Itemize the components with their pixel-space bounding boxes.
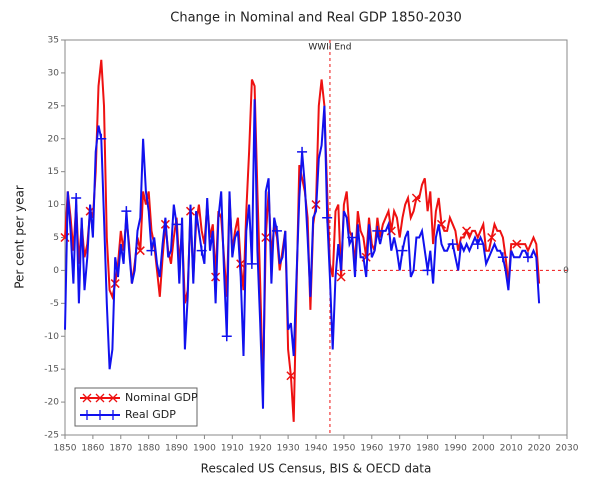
legend-marker [82, 393, 92, 403]
legend-marker [95, 410, 105, 420]
annotation-text: WWII End [308, 43, 351, 53]
marker [487, 232, 497, 243]
legend-marker [108, 393, 118, 403]
marker [135, 246, 145, 256]
series-line [64, 59, 541, 422]
marker [71, 193, 82, 203]
x-tick-label: 1910 [221, 444, 244, 454]
marker [411, 193, 421, 203]
x-tick-label: 1950 [332, 444, 355, 454]
x-tick-label: 1990 [444, 444, 467, 454]
marker [462, 226, 472, 236]
marker [522, 252, 533, 263]
x-axis-label: Rescaled US Census, BIS & OECD data [201, 462, 432, 476]
zero-label: 0 [563, 266, 569, 276]
marker [246, 258, 257, 269]
marker [472, 239, 483, 250]
y-tick-label: 5 [53, 233, 59, 243]
marker [271, 225, 282, 236]
marker [171, 219, 182, 230]
marker [221, 331, 232, 342]
marker [286, 371, 296, 381]
y-tick-label: 10 [48, 200, 60, 210]
legend-marker [95, 393, 105, 403]
y-tick-label: -20 [44, 398, 59, 408]
x-tick-label: 2030 [556, 444, 579, 454]
marker [121, 206, 132, 217]
x-tick-label: 2010 [500, 444, 523, 454]
legend-marker [82, 410, 92, 420]
marker [372, 225, 383, 236]
marker [336, 272, 346, 282]
y-tick-label: 30 [48, 68, 60, 78]
legend-marker [108, 410, 118, 420]
marker [196, 245, 207, 256]
legend-label: Real GDP [125, 408, 176, 421]
y-tick-label: 25 [48, 101, 59, 111]
x-tick-label: 1880 [137, 444, 160, 454]
x-tick-label: 1890 [165, 444, 188, 454]
marker [322, 212, 333, 223]
legend-box [74, 387, 198, 427]
y-tick-label: -5 [50, 299, 59, 309]
y-tick-label: -25 [44, 431, 59, 441]
x-tick-label: 1860 [81, 444, 104, 454]
y-axis-label: Per cent per year [13, 185, 27, 289]
y-tick-label: 15 [48, 167, 59, 177]
x-tick-label: 1980 [416, 444, 439, 454]
marker [512, 239, 522, 249]
marker [297, 146, 308, 157]
x-tick-label: 1850 [54, 444, 77, 454]
y-tick-label: -10 [44, 332, 59, 342]
chart-title: Change in Nominal and Real GDP 1850-2030 [170, 11, 461, 26]
marker [96, 133, 107, 144]
marker [497, 252, 508, 263]
x-tick-label: 1970 [388, 444, 411, 454]
marker [146, 245, 157, 256]
marker [397, 245, 408, 256]
legend-label: Nominal GDP [125, 391, 198, 404]
x-tick-label: 2020 [528, 444, 551, 454]
y-tick-label: 0 [53, 266, 59, 276]
x-tick-label: 2000 [472, 444, 495, 454]
y-tick-label: 35 [48, 36, 59, 46]
x-tick-label: 1930 [277, 444, 300, 454]
x-tick-label: 1870 [109, 444, 132, 454]
x-tick-label: 1900 [193, 444, 216, 454]
x-tick-label: 1940 [305, 444, 328, 454]
x-tick-label: 1960 [360, 444, 383, 454]
marker [422, 265, 433, 276]
marker [347, 232, 358, 243]
x-tick-label: 1920 [249, 444, 272, 454]
marker [447, 239, 458, 250]
y-tick-label: 20 [48, 134, 60, 144]
y-tick-label: -15 [44, 365, 59, 375]
